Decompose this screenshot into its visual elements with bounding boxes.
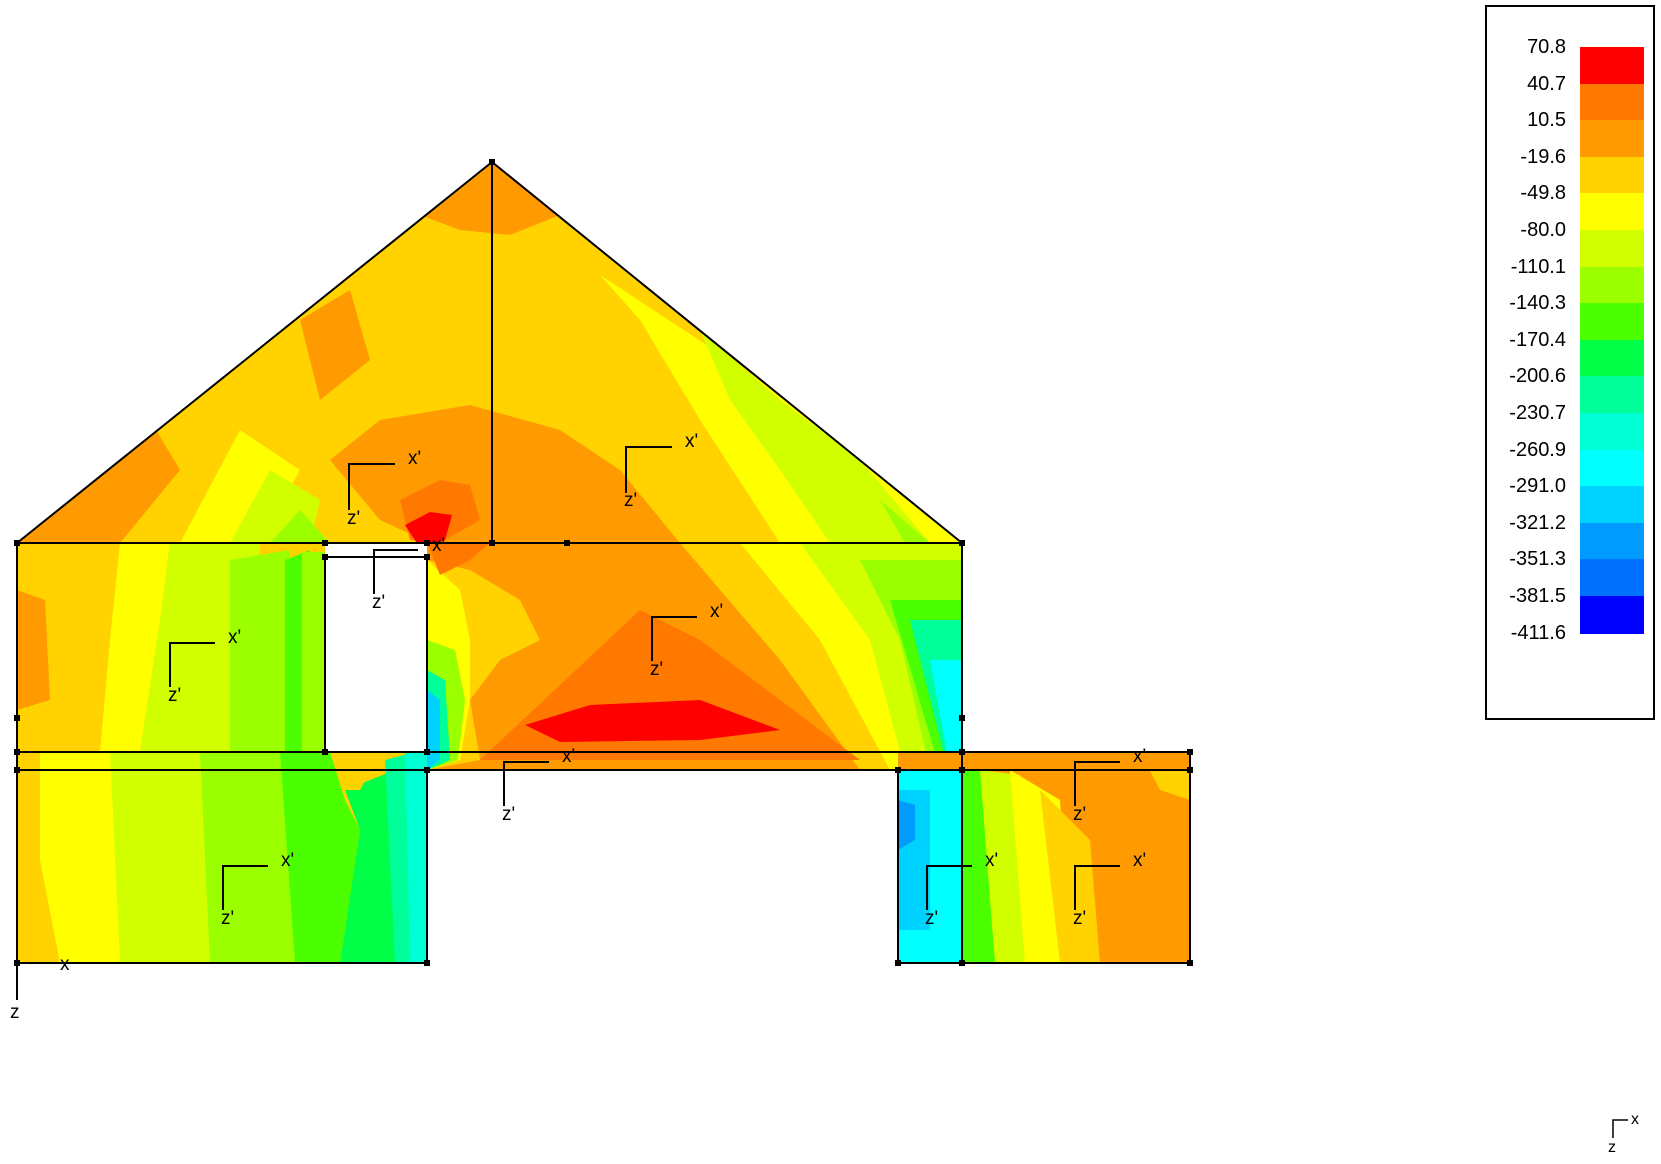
axis-label-x: x'	[685, 431, 698, 452]
axis-label-z: z'	[502, 804, 515, 825]
legend-swatch	[1580, 339, 1644, 378]
axis-label-x: x'	[281, 850, 294, 871]
legend-row: 70.8	[1487, 35, 1653, 71]
color-legend: 70.8 40.7 10.5 -19.6 -49.8 -80.0 -110.1 -140.3 -…	[1485, 5, 1655, 720]
node-markers	[14, 159, 1193, 966]
legend-swatch	[1580, 83, 1644, 122]
legend-row: -49.8	[1487, 181, 1653, 217]
legend-value: -200.6	[1509, 365, 1566, 388]
legend-value: -80.0	[1520, 219, 1566, 241]
gable-contour	[17, 162, 962, 543]
axis-label-x: x'	[985, 850, 998, 871]
stress-contour-plot: x' z' x' z' x' z' x' z' x' z' x' z' x' z…	[10, 159, 1193, 1023]
legend-swatch	[1580, 413, 1644, 451]
structure-outline	[16, 160, 1191, 964]
legend-value: -260.9	[1509, 438, 1566, 461]
legend-value: 40.7	[1527, 72, 1566, 95]
axis-label-x: x'	[228, 627, 241, 648]
axis-label-z: z'	[624, 490, 637, 511]
legend-row: -351.3	[1487, 547, 1653, 583]
legend-value: -321.2	[1509, 511, 1566, 534]
legend-swatch	[1580, 596, 1644, 634]
legend-swatch	[1580, 266, 1644, 305]
legend-value: -230.7	[1509, 402, 1566, 424]
legend-swatch	[1580, 156, 1644, 195]
axis-label-z: z'	[372, 592, 385, 613]
legend-row: -110.1	[1487, 255, 1653, 291]
legend-row: -230.7	[1487, 401, 1653, 437]
legend-swatch	[1580, 376, 1644, 415]
axis-label-z: z'	[650, 659, 663, 680]
global-axis-x-label: x	[60, 954, 70, 975]
legend-row: 40.7	[1487, 72, 1653, 108]
axis-label-x: x'	[1133, 850, 1146, 871]
axis-label-x: x'	[432, 535, 445, 556]
middle-wall-contour	[427, 543, 962, 770]
legend-value: 10.5	[1527, 109, 1566, 132]
view-orientation-axis: x z	[1608, 1111, 1639, 1156]
legend-swatch	[1580, 230, 1644, 268]
legend-row: -321.2	[1487, 511, 1653, 547]
global-axis-z-label: z	[10, 1002, 20, 1023]
axis-label-z: z'	[925, 908, 938, 929]
legend-row: -140.3	[1487, 291, 1653, 327]
global-axis: x z	[10, 954, 70, 1023]
local-axis-labels: x' z' x' z' x' z' x' z' x' z' x' z' x' z…	[168, 431, 1146, 929]
legend-value: -170.4	[1509, 328, 1566, 351]
axis-label-z: z'	[168, 685, 181, 706]
legend-row: -381.5	[1487, 584, 1653, 620]
axis-label-z: z'	[347, 508, 360, 529]
legend-row: -80.0	[1487, 218, 1653, 254]
legend-value: -411.6	[1510, 621, 1566, 644]
corner-axis-z-label: z	[1608, 1139, 1616, 1156]
legend-value: 70.8	[1527, 36, 1566, 58]
legend-row: 10.5	[1487, 108, 1653, 144]
axis-label-x: x'	[710, 601, 723, 622]
legend-swatch	[1580, 486, 1644, 525]
axis-label-z: z'	[1073, 804, 1086, 825]
legend-row: -291.0	[1487, 474, 1653, 510]
legend-value: -140.3	[1509, 292, 1566, 315]
left-wall-contour	[17, 543, 325, 752]
axis-label-x: x'	[562, 746, 575, 767]
axis-label-z: z'	[1073, 908, 1086, 929]
legend-value: -291.0	[1509, 475, 1566, 498]
axis-label-x: x'	[408, 448, 421, 469]
legend-swatch	[1580, 559, 1644, 598]
legend-row: -411.6	[1487, 621, 1653, 657]
legend-swatch	[1580, 303, 1644, 342]
legend-swatch	[1580, 120, 1644, 159]
legend-row: -170.4	[1487, 328, 1653, 364]
legend-swatch	[1580, 47, 1644, 85]
corner-axis-x-label: x	[1631, 1111, 1639, 1128]
lower-left-wall-contour	[17, 752, 427, 963]
legend-value: -49.8	[1520, 182, 1566, 205]
legend-swatch	[1580, 522, 1644, 561]
legend-value: -351.3	[1509, 548, 1566, 571]
legend-value: -110.1	[1510, 255, 1566, 278]
axis-label-x: x'	[1133, 746, 1146, 767]
legend-value: -19.6	[1520, 145, 1566, 168]
legend-value: -381.5	[1509, 585, 1566, 607]
legend-row: -19.6	[1487, 145, 1653, 181]
legend-swatch	[1580, 449, 1644, 488]
lower-right-wall-contour	[898, 752, 1190, 963]
legend-row: -200.6	[1487, 364, 1653, 400]
local-axes	[169, 446, 1120, 910]
axis-label-z: z'	[221, 908, 234, 929]
legend-row: -260.9	[1487, 438, 1653, 474]
legend-swatch	[1580, 193, 1644, 232]
